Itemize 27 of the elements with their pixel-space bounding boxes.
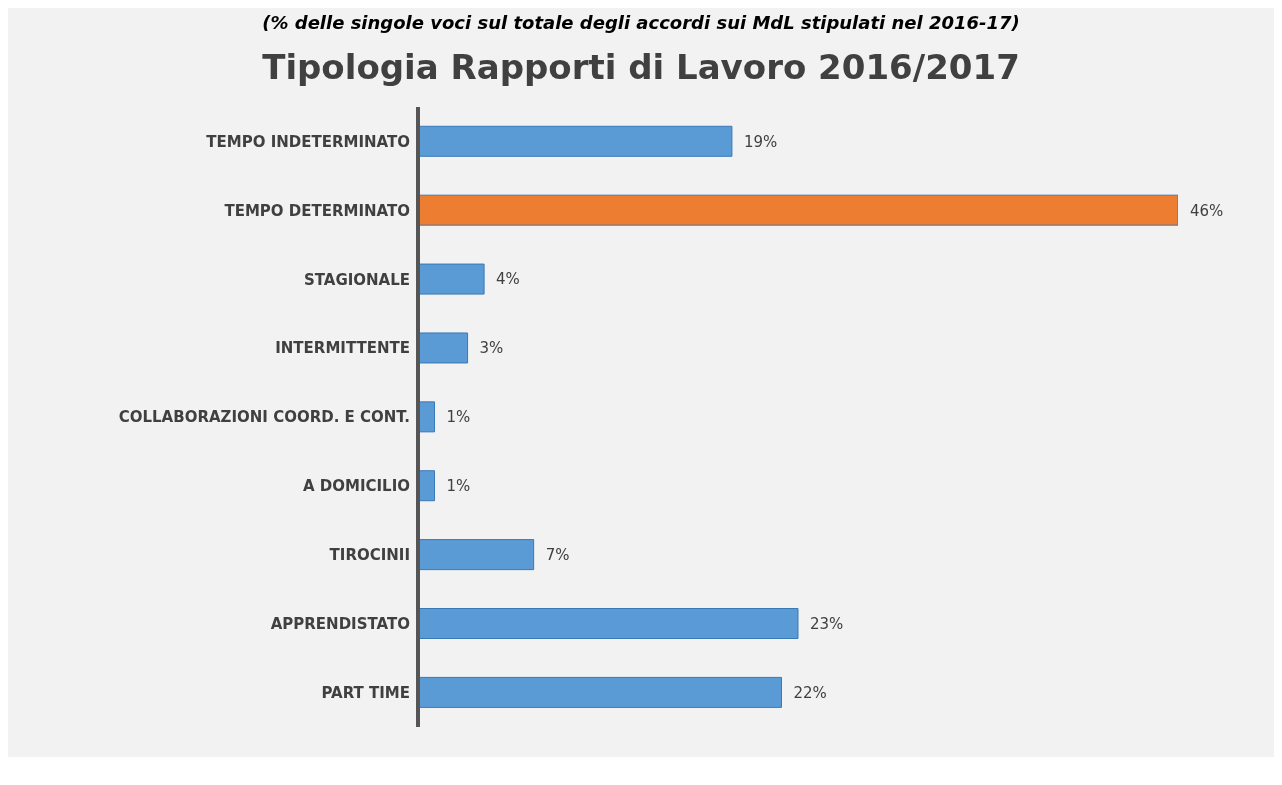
chart-title: Tipologia Rapporti di Lavoro 2016/2017 — [261, 46, 1021, 89]
y-tick-label: COLLABORAZIONI COORD. E CONT. — [118, 408, 410, 427]
data-label: 4% — [496, 270, 520, 289]
data-label: 46% — [1190, 201, 1224, 220]
data-label: 23% — [810, 614, 844, 633]
y-tick-label: TIROCINII — [329, 546, 410, 565]
bar — [418, 332, 469, 364]
data-label: 1% — [446, 477, 471, 496]
data-label: 7% — [545, 545, 570, 564]
bar — [418, 676, 782, 708]
chart-subtitle: (% delle singole voci sul totale degli accordi sui MdL stipulati nel 2016-17) — [261, 11, 1021, 33]
y-tick-label: A DOMICILIO — [302, 477, 410, 496]
y-tick-label: TEMPO INDETERMINATO — [206, 132, 410, 151]
bar — [418, 263, 485, 295]
bar — [418, 125, 733, 157]
bar — [418, 539, 535, 571]
y-tick-label: STAGIONALE — [303, 270, 410, 289]
y-tick-label: INTERMITTENTE — [275, 339, 410, 358]
data-label: 3% — [479, 339, 504, 358]
y-tick-label: APPRENDISTATO — [270, 614, 410, 633]
bar — [418, 608, 799, 640]
y-tick-label: TEMPO DETERMINATO — [224, 201, 410, 220]
y-tick-label: PART TIME — [321, 683, 410, 702]
data-label: 22% — [793, 683, 827, 702]
data-label: 1% — [446, 408, 471, 427]
bar — [418, 194, 1178, 226]
data-label: 19% — [743, 132, 778, 151]
